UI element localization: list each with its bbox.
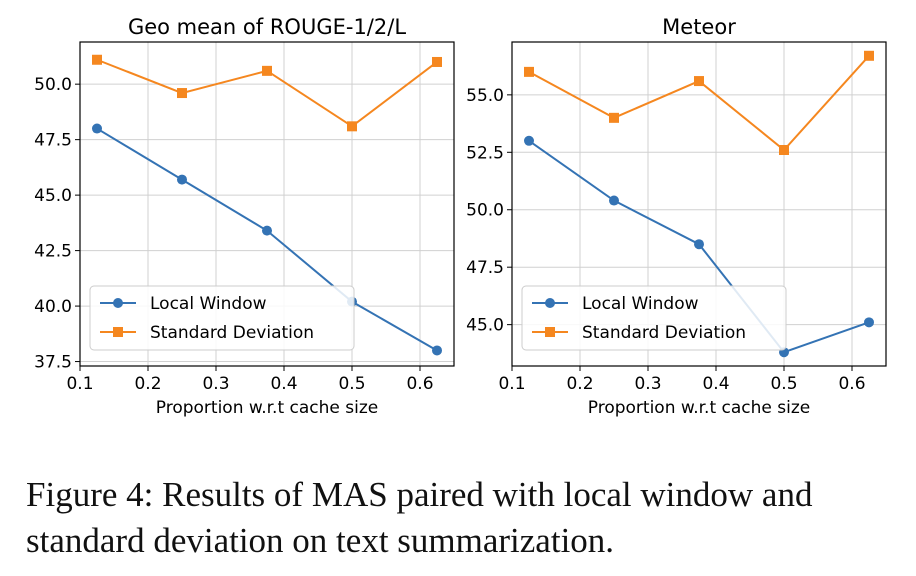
y-tick-label: 50.0 (34, 75, 72, 95)
x-tick-label: 0.3 (202, 374, 229, 394)
legend: Local Window Standard Deviation (89, 285, 355, 351)
legend-label-standard-deviation: Standard Deviation (582, 323, 746, 343)
x-tick-label: 0.2 (566, 374, 593, 394)
y-tick-label: 47.5 (466, 258, 504, 278)
point-standard-deviation (609, 112, 619, 123)
point-standard-deviation (864, 50, 874, 61)
y-tick-label: 55.0 (466, 86, 504, 106)
figure-panel: 0.1 0.2 0.3 0.4 0.5 0.6 37.5 40.0 42.5 45.0 47.5 50… (34, 15, 887, 418)
legend-marker-standard-deviation (545, 327, 555, 337)
point-local-window (694, 239, 704, 250)
point-local-window (177, 174, 187, 185)
legend-marker-standard-deviation (113, 327, 123, 337)
point-local-window (864, 317, 874, 328)
axes-frame (511, 41, 887, 367)
y-tick-label: 45.0 (34, 186, 72, 206)
x-tick-label: 0.4 (702, 374, 729, 394)
chart-title: Meteor (662, 15, 736, 39)
x-axis-label: Proportion w.r.t cache size (588, 398, 810, 418)
axes-frame (79, 41, 455, 367)
x-tick-label: 0.2 (134, 374, 161, 394)
x-tick-label: 0.4 (270, 374, 297, 394)
x-tick-label: 0.3 (634, 374, 661, 394)
x-tick-label: 0.6 (406, 374, 433, 394)
x-tick-label: 0.1 (66, 374, 93, 394)
point-standard-deviation (262, 65, 272, 76)
figure-caption: Figure 4: Results of MAS paired with loc… (26, 475, 813, 560)
x-tick-label: 0.5 (338, 374, 365, 394)
x-tick-label: 0.6 (838, 374, 865, 394)
point-local-window (262, 225, 272, 236)
legend-marker-local-window (113, 298, 123, 308)
y-tick-label: 47.5 (34, 131, 72, 151)
point-standard-deviation (524, 66, 534, 77)
point-local-window (432, 345, 442, 356)
point-standard-deviation (694, 76, 704, 87)
point-local-window (524, 135, 534, 146)
point-local-window (609, 195, 619, 206)
x-tick-label: 0.1 (498, 374, 525, 394)
point-standard-deviation (347, 121, 357, 132)
y-tick-label: 50.0 (466, 201, 504, 221)
legend-box (89, 285, 355, 351)
x-tick-label: 0.5 (770, 374, 797, 394)
legend-label-local-window: Local Window (582, 294, 699, 314)
legend: Local Window Standard Deviation (521, 285, 787, 351)
point-standard-deviation (92, 54, 102, 65)
y-tick-label: 40.0 (34, 297, 72, 317)
legend-label-standard-deviation: Standard Deviation (150, 323, 314, 343)
point-standard-deviation (177, 88, 187, 99)
point-local-window (92, 123, 102, 134)
chart-title: Geo mean of ROUGE-1/2/L (128, 15, 406, 39)
chart-1: 0.1 0.2 0.3 0.4 0.5 0.6 37.5 40.0 42.5 45.0 47.5 50… (34, 15, 455, 418)
point-standard-deviation (779, 145, 789, 155)
legend-label-local-window: Local Window (150, 294, 267, 314)
figure-svg: 0.1 0.2 0.3 0.4 0.5 0.6 37.5 40.0 42.5 45.0 47.5 50… (34, 15, 887, 418)
x-axis-label: Proportion w.r.t cache size (156, 398, 378, 418)
chart-2: 0.1 0.2 0.3 0.4 0.5 0.6 45.0 47.5 50.0 52.5 55.0 Me… (466, 15, 887, 418)
y-tick-label: 42.5 (34, 242, 72, 262)
y-tick-label: 37.5 (34, 353, 72, 373)
legend-box (521, 285, 787, 351)
point-standard-deviation (432, 56, 442, 67)
y-tick-label: 52.5 (466, 143, 504, 163)
legend-marker-local-window (545, 298, 555, 308)
y-tick-label: 45.0 (466, 316, 504, 336)
